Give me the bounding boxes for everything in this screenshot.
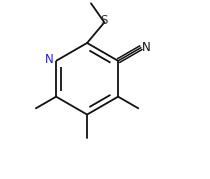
Text: N: N bbox=[142, 41, 151, 54]
Text: N: N bbox=[45, 53, 54, 66]
Text: S: S bbox=[101, 14, 108, 27]
